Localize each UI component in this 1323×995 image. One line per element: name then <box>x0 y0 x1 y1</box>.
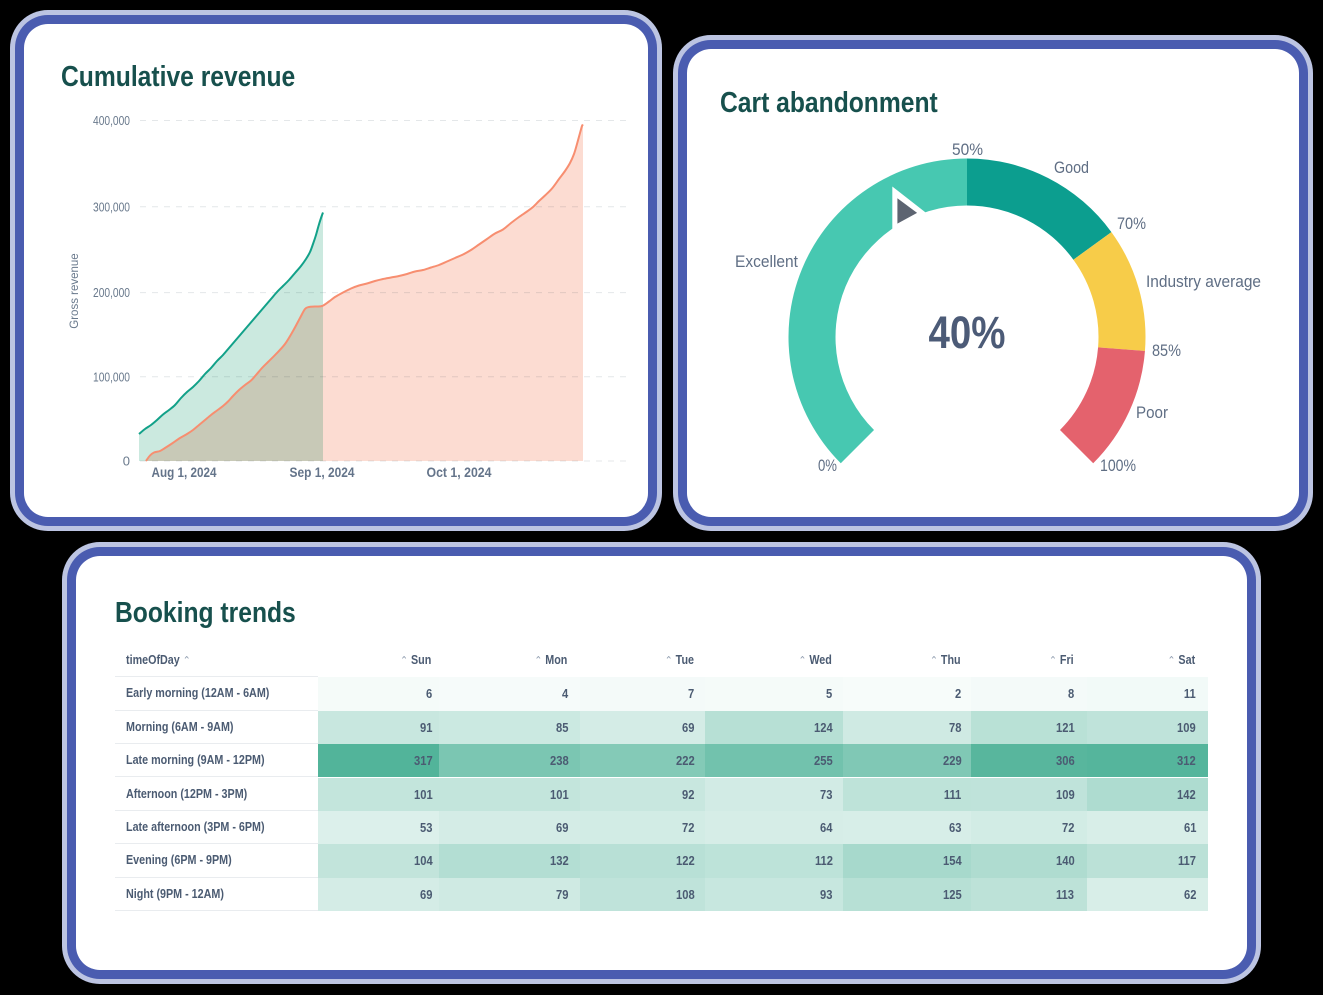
svg-text:85%: 85% <box>1152 341 1181 360</box>
svg-text:Sep 1, 2024: Sep 1, 2024 <box>290 465 355 480</box>
svg-text:40%: 40% <box>929 307 1006 358</box>
svg-text:Excellent: Excellent <box>735 252 798 271</box>
svg-text:Good: Good <box>1054 158 1089 177</box>
svg-text:200,000: 200,000 <box>93 285 130 300</box>
svg-text:100%: 100% <box>1100 456 1136 475</box>
svg-text:Aug 1, 2024: Aug 1, 2024 <box>152 465 217 480</box>
svg-text:70%: 70% <box>1117 214 1146 233</box>
svg-text:0%: 0% <box>818 456 837 475</box>
svg-text:0: 0 <box>123 454 130 469</box>
svg-text:Oct 1, 2024: Oct 1, 2024 <box>427 465 492 480</box>
svg-text:Gross revenue: Gross revenue <box>69 253 81 328</box>
svg-text:Poor: Poor <box>1136 403 1168 422</box>
svg-text:300,000: 300,000 <box>93 199 130 214</box>
svg-text:50%: 50% <box>952 140 983 159</box>
svg-text:Industry average: Industry average <box>1146 272 1261 291</box>
svg-text:100,000: 100,000 <box>93 369 130 384</box>
svg-text:400,000: 400,000 <box>93 113 130 128</box>
